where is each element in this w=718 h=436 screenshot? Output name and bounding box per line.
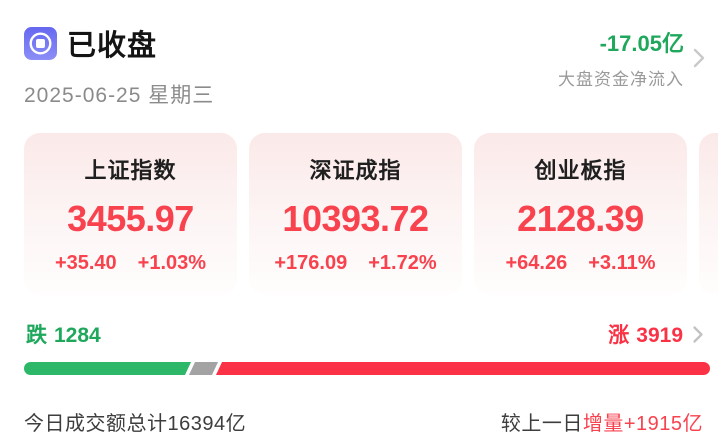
trade-date: 2025-06-25 星期三 <box>24 84 215 107</box>
advancers-block[interactable]: 涨 3919 <box>608 319 704 349</box>
index-cards-row: 上证指数 3455.97 +35.40 +1.03% 深证成指 10393.72… <box>24 133 718 295</box>
chevron-right-icon[interactable] <box>692 325 704 344</box>
advancers-label: 涨 3919 <box>608 324 683 347</box>
market-status-block: 已收盘 2025-06-25 星期三 <box>24 22 214 109</box>
breadth-bar-flat-segment <box>188 362 219 375</box>
footer: 今日成交额总计16394亿 较上一日增量+1915亿 <box>0 407 718 436</box>
turnover-text: 今日成交额总计16394亿 <box>24 413 247 435</box>
header: 已收盘 2025-06-25 星期三 -17.05亿 大盘资金净流入 <box>0 0 718 109</box>
index-value: 2128.39 <box>517 198 644 239</box>
decliners-label: 跌 1284 <box>26 324 101 347</box>
index-name: 创业板指 <box>534 158 627 183</box>
market-status-title: 已收盘 <box>67 30 158 62</box>
breadth-bar-decliners-segment <box>24 362 191 375</box>
index-card-shanghai[interactable]: 上证指数 3455.97 +35.40 +1.03% <box>24 133 237 295</box>
index-change-pct: +1.03% <box>137 252 207 274</box>
index-value: 3455.97 <box>67 198 194 239</box>
turnover-increase-highlight: 增量+1915亿 <box>582 413 703 435</box>
net-inflow-label: 大盘资金净流入 <box>558 70 684 89</box>
index-value: 10393.72 <box>282 198 429 239</box>
turnover-comparison: 较上一日增量+1915亿 <box>500 413 703 435</box>
market-closed-icon <box>24 26 57 60</box>
index-card-shenzhen[interactable]: 深证成指 10393.72 +176.09 +1.72% <box>249 133 462 295</box>
breadth-bar <box>24 362 710 375</box>
chevron-right-icon[interactable] <box>692 47 706 69</box>
market-breadth: 跌 1284 涨 3919 <box>0 319 718 375</box>
index-change: +35.40 <box>54 252 117 274</box>
index-change: +64.26 <box>505 252 568 274</box>
index-card-partial[interactable] <box>699 133 718 295</box>
index-change-pct: +1.72% <box>368 252 437 274</box>
breadth-bar-advancers-segment <box>216 362 710 375</box>
net-inflow-value: -17.05亿 <box>599 31 684 56</box>
index-name: 上证指数 <box>84 158 177 183</box>
net-inflow-block[interactable]: -17.05亿 大盘资金净流入 <box>558 22 706 90</box>
index-name: 深证成指 <box>309 158 402 183</box>
index-card-chinext[interactable]: 创业板指 2128.39 +64.26 +3.11% <box>474 133 687 295</box>
index-change: +176.09 <box>274 252 348 274</box>
index-change-pct: +3.11% <box>588 252 656 274</box>
